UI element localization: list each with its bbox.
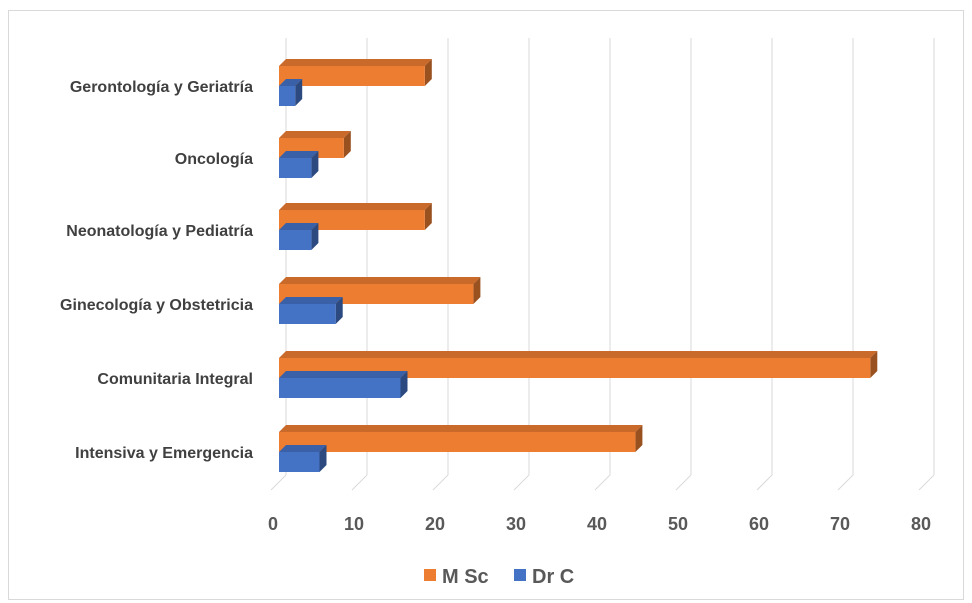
bar-side-face	[870, 351, 878, 378]
bar-top-face	[279, 277, 481, 284]
bar-side-face	[319, 445, 327, 472]
bars	[279, 59, 878, 472]
bar	[279, 351, 878, 378]
bar-top-face	[279, 297, 343, 304]
bar	[279, 425, 643, 452]
category-label: Ginecología y Obstetricia	[60, 297, 253, 314]
category-label: Comunitaria Integral	[97, 371, 253, 388]
legend-label: Dr C	[532, 566, 574, 588]
bar-front-face	[279, 230, 312, 250]
bar-front-face	[279, 86, 296, 106]
legend: M Sc Dr C	[424, 566, 574, 588]
bar-front-face	[279, 304, 336, 324]
bar	[279, 151, 319, 178]
x-tick-label: 10	[344, 514, 364, 534]
gridline-floor	[432, 474, 449, 491]
x-tick-label: 60	[749, 514, 769, 534]
x-tick-label: 20	[425, 514, 445, 534]
x-tick-label: 80	[911, 514, 931, 534]
bar-top-face	[279, 371, 408, 378]
bar-front-face	[279, 158, 312, 178]
x-axis: 0 10 20 30 40 50 60 70 80	[268, 514, 931, 534]
gridline-floor	[675, 474, 692, 491]
bar-side-face	[424, 59, 432, 86]
gridline-floor	[270, 474, 287, 491]
legend-swatch	[424, 569, 436, 581]
gridline-floor	[837, 474, 854, 491]
bar	[279, 59, 432, 86]
legend-swatch	[514, 569, 526, 581]
gridline-floor	[513, 474, 530, 491]
x-tick-label: 40	[587, 514, 607, 534]
bar	[279, 277, 481, 304]
chart-area	[8, 10, 964, 600]
bar-side-face	[311, 151, 319, 178]
bar-front-face	[279, 452, 320, 472]
bar	[279, 79, 303, 106]
category-label: Gerontología y Geriatría	[70, 79, 253, 96]
bar-top-face	[279, 425, 643, 432]
bar-top-face	[279, 203, 432, 210]
category-label: Neonatología y Pediatría	[66, 223, 253, 240]
bar-top-face	[279, 151, 319, 158]
bar-side-face	[635, 425, 643, 452]
bar-side-face	[311, 223, 319, 250]
gridline-floor	[918, 474, 935, 491]
bar-top-face	[279, 223, 319, 230]
bar-top-face	[279, 59, 432, 66]
bar-top-face	[279, 79, 303, 86]
bar-top-face	[279, 351, 878, 358]
legend-item: Dr C	[514, 566, 574, 588]
gridline-floor	[351, 474, 368, 491]
y-axis: Intensiva y Emergencia Comunitaria Integr…	[60, 79, 253, 462]
bar-side-face	[295, 79, 303, 106]
bar-front-face	[279, 358, 871, 378]
category-label: Oncología	[175, 151, 253, 168]
bar-top-face	[279, 131, 351, 138]
bar	[279, 445, 327, 472]
bar-side-face	[343, 131, 351, 158]
bar-side-face	[473, 277, 481, 304]
x-tick-label: 70	[830, 514, 850, 534]
bar	[279, 223, 319, 250]
legend-label: M Sc	[442, 566, 489, 588]
bar-side-face	[335, 297, 343, 324]
x-tick-label: 50	[668, 514, 688, 534]
x-tick-label: 0	[268, 514, 278, 534]
gridline-floor	[756, 474, 773, 491]
bar	[279, 371, 408, 398]
gridlines	[270, 38, 935, 491]
bar-top-face	[279, 445, 327, 452]
bar-front-face	[279, 432, 636, 452]
bar-front-face	[279, 66, 425, 86]
bar	[279, 297, 343, 324]
gridline-floor	[594, 474, 611, 491]
x-tick-label: 30	[506, 514, 526, 534]
bar-side-face	[424, 203, 432, 230]
legend-item: M Sc	[424, 566, 489, 588]
bar-side-face	[400, 371, 408, 398]
bar-front-face	[279, 378, 401, 398]
category-label: Intensiva y Emergencia	[75, 445, 253, 462]
